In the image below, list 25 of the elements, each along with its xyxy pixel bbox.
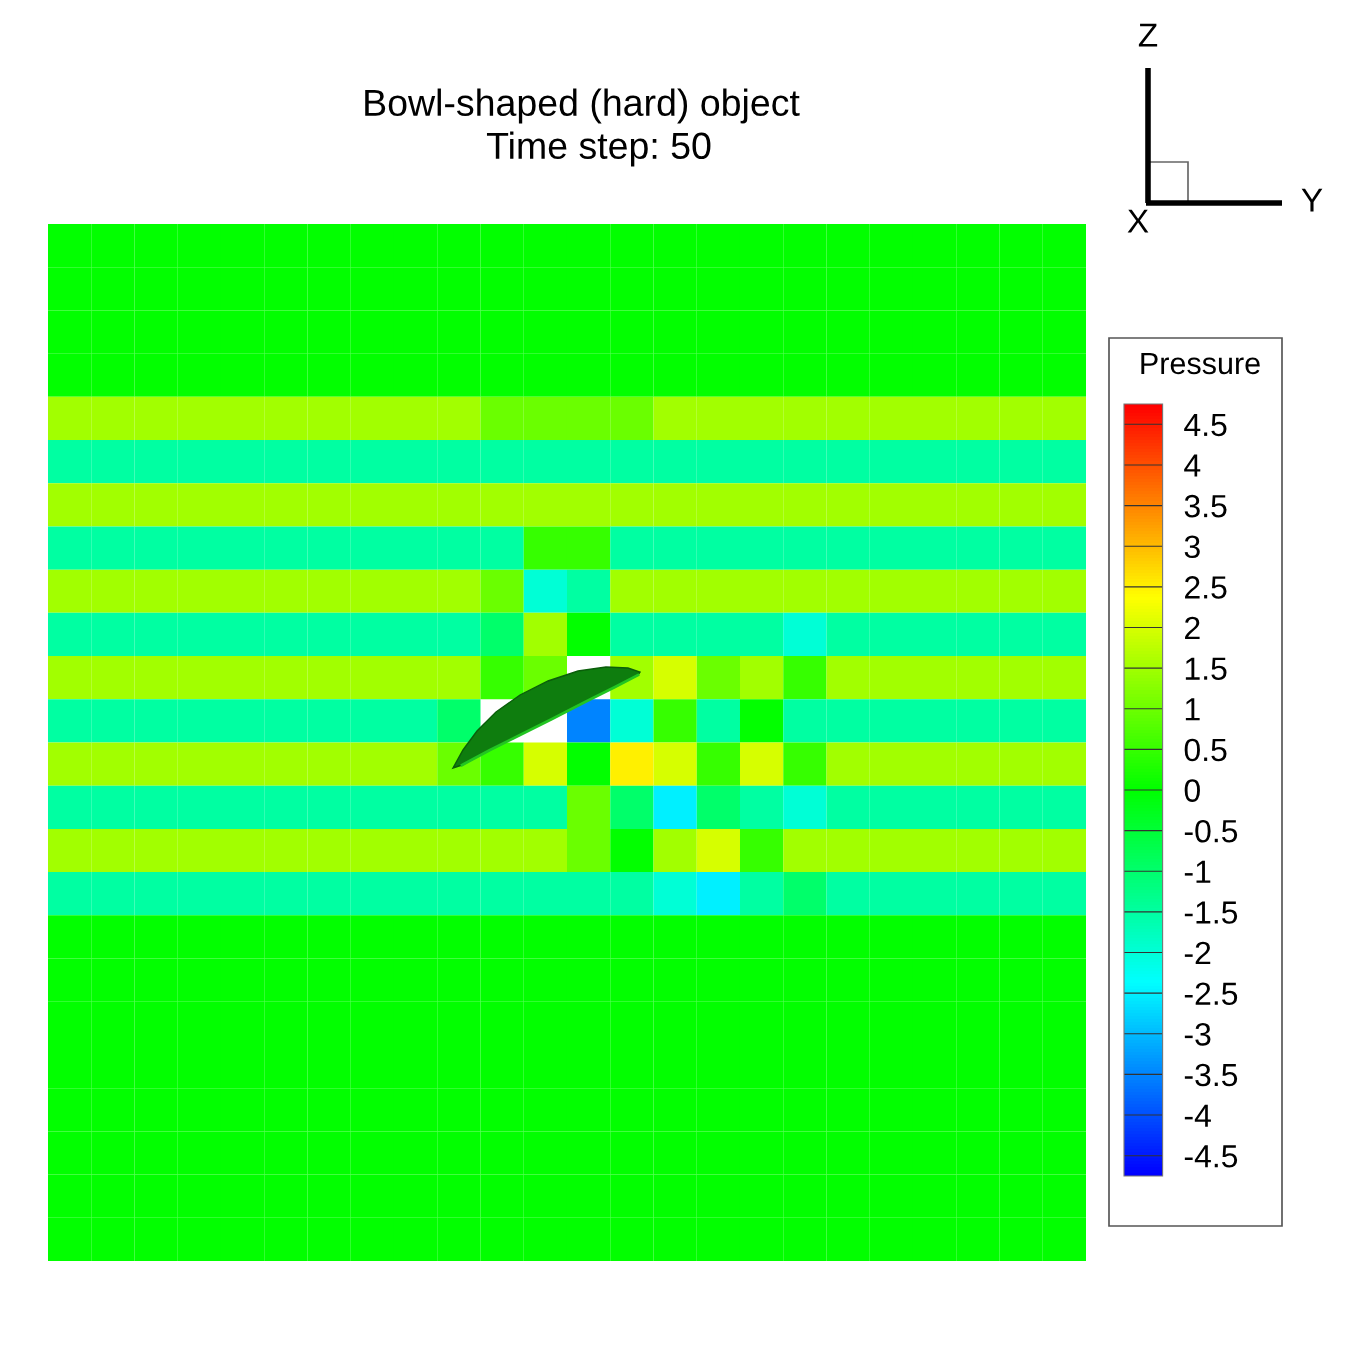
color-bar-label: 3.5 — [1184, 494, 1227, 518]
text: Z — [1138, 23, 1158, 47]
color-bar-label: 4 — [1184, 454, 1201, 477]
color-bar-label: 1 — [1185, 698, 1200, 721]
color-bar-label: -4.5 — [1184, 1145, 1238, 1168]
color-bar-label: -3 — [1184, 1023, 1211, 1046]
color-bar-label: 2 — [1185, 616, 1200, 640]
text: X — [1127, 209, 1149, 233]
color-bar-label: 0 — [1184, 779, 1200, 802]
color-bar-label: 4.5 — [1184, 413, 1227, 437]
color-bar-label: -3.5 — [1184, 1063, 1238, 1087]
color-bar-label: -2 — [1184, 941, 1211, 965]
color-bar-label: 0.5 — [1184, 738, 1227, 762]
text: Y — [1301, 188, 1323, 212]
color-bar-title: Pressure — [1141, 352, 1260, 375]
chart-subtitle: Time step: 50 — [486, 131, 711, 167]
chart-title: Bowl-shaped (hard) object — [365, 88, 800, 124]
color-bar-label: -0.5 — [1184, 819, 1238, 843]
color-bar-label: -2.5 — [1184, 982, 1238, 1006]
color-bar-label: 3 — [1184, 535, 1200, 559]
color-bar-label: -1.5 — [1184, 901, 1238, 924]
color-bar-label: 1.5 — [1185, 657, 1227, 680]
color-bar-label: -4 — [1184, 1104, 1211, 1127]
color-bar-label: 2.5 — [1185, 576, 1227, 599]
color-bar-label: -1 — [1184, 860, 1211, 883]
